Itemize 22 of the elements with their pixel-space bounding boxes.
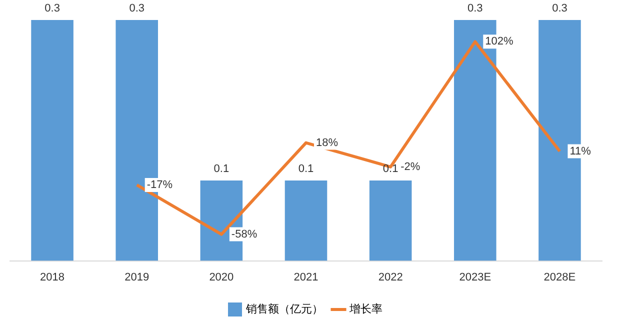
data-label: -17%: [146, 178, 173, 191]
x-tick-label: 2022: [378, 271, 403, 284]
x-tick-label: 2018: [40, 271, 65, 284]
data-label: 0.1: [298, 163, 314, 176]
x-tick-label: 2021: [294, 271, 318, 284]
legend-label: 销售额（亿元）: [245, 302, 323, 316]
data-label: 0.1: [382, 163, 398, 176]
data-label: 102%: [485, 36, 514, 48]
x-tick-label: 2023E: [459, 271, 492, 284]
data-label: -2%: [400, 160, 420, 173]
data-label: 0.3: [467, 2, 483, 15]
x-tick-label: 2020: [209, 271, 234, 284]
data-label: 18%: [316, 136, 338, 149]
data-label: 0.3: [44, 2, 60, 15]
legend-label: 增长率: [348, 302, 382, 316]
data-label: 0.3: [129, 2, 145, 15]
data-label: -58%: [231, 228, 258, 240]
data-label: 0.3: [552, 2, 568, 15]
x-tick-label: 2019: [124, 271, 150, 284]
x-tick-label: 2028E: [544, 271, 576, 284]
data-label: 11%: [570, 145, 592, 158]
data-label: 0.1: [214, 163, 230, 176]
